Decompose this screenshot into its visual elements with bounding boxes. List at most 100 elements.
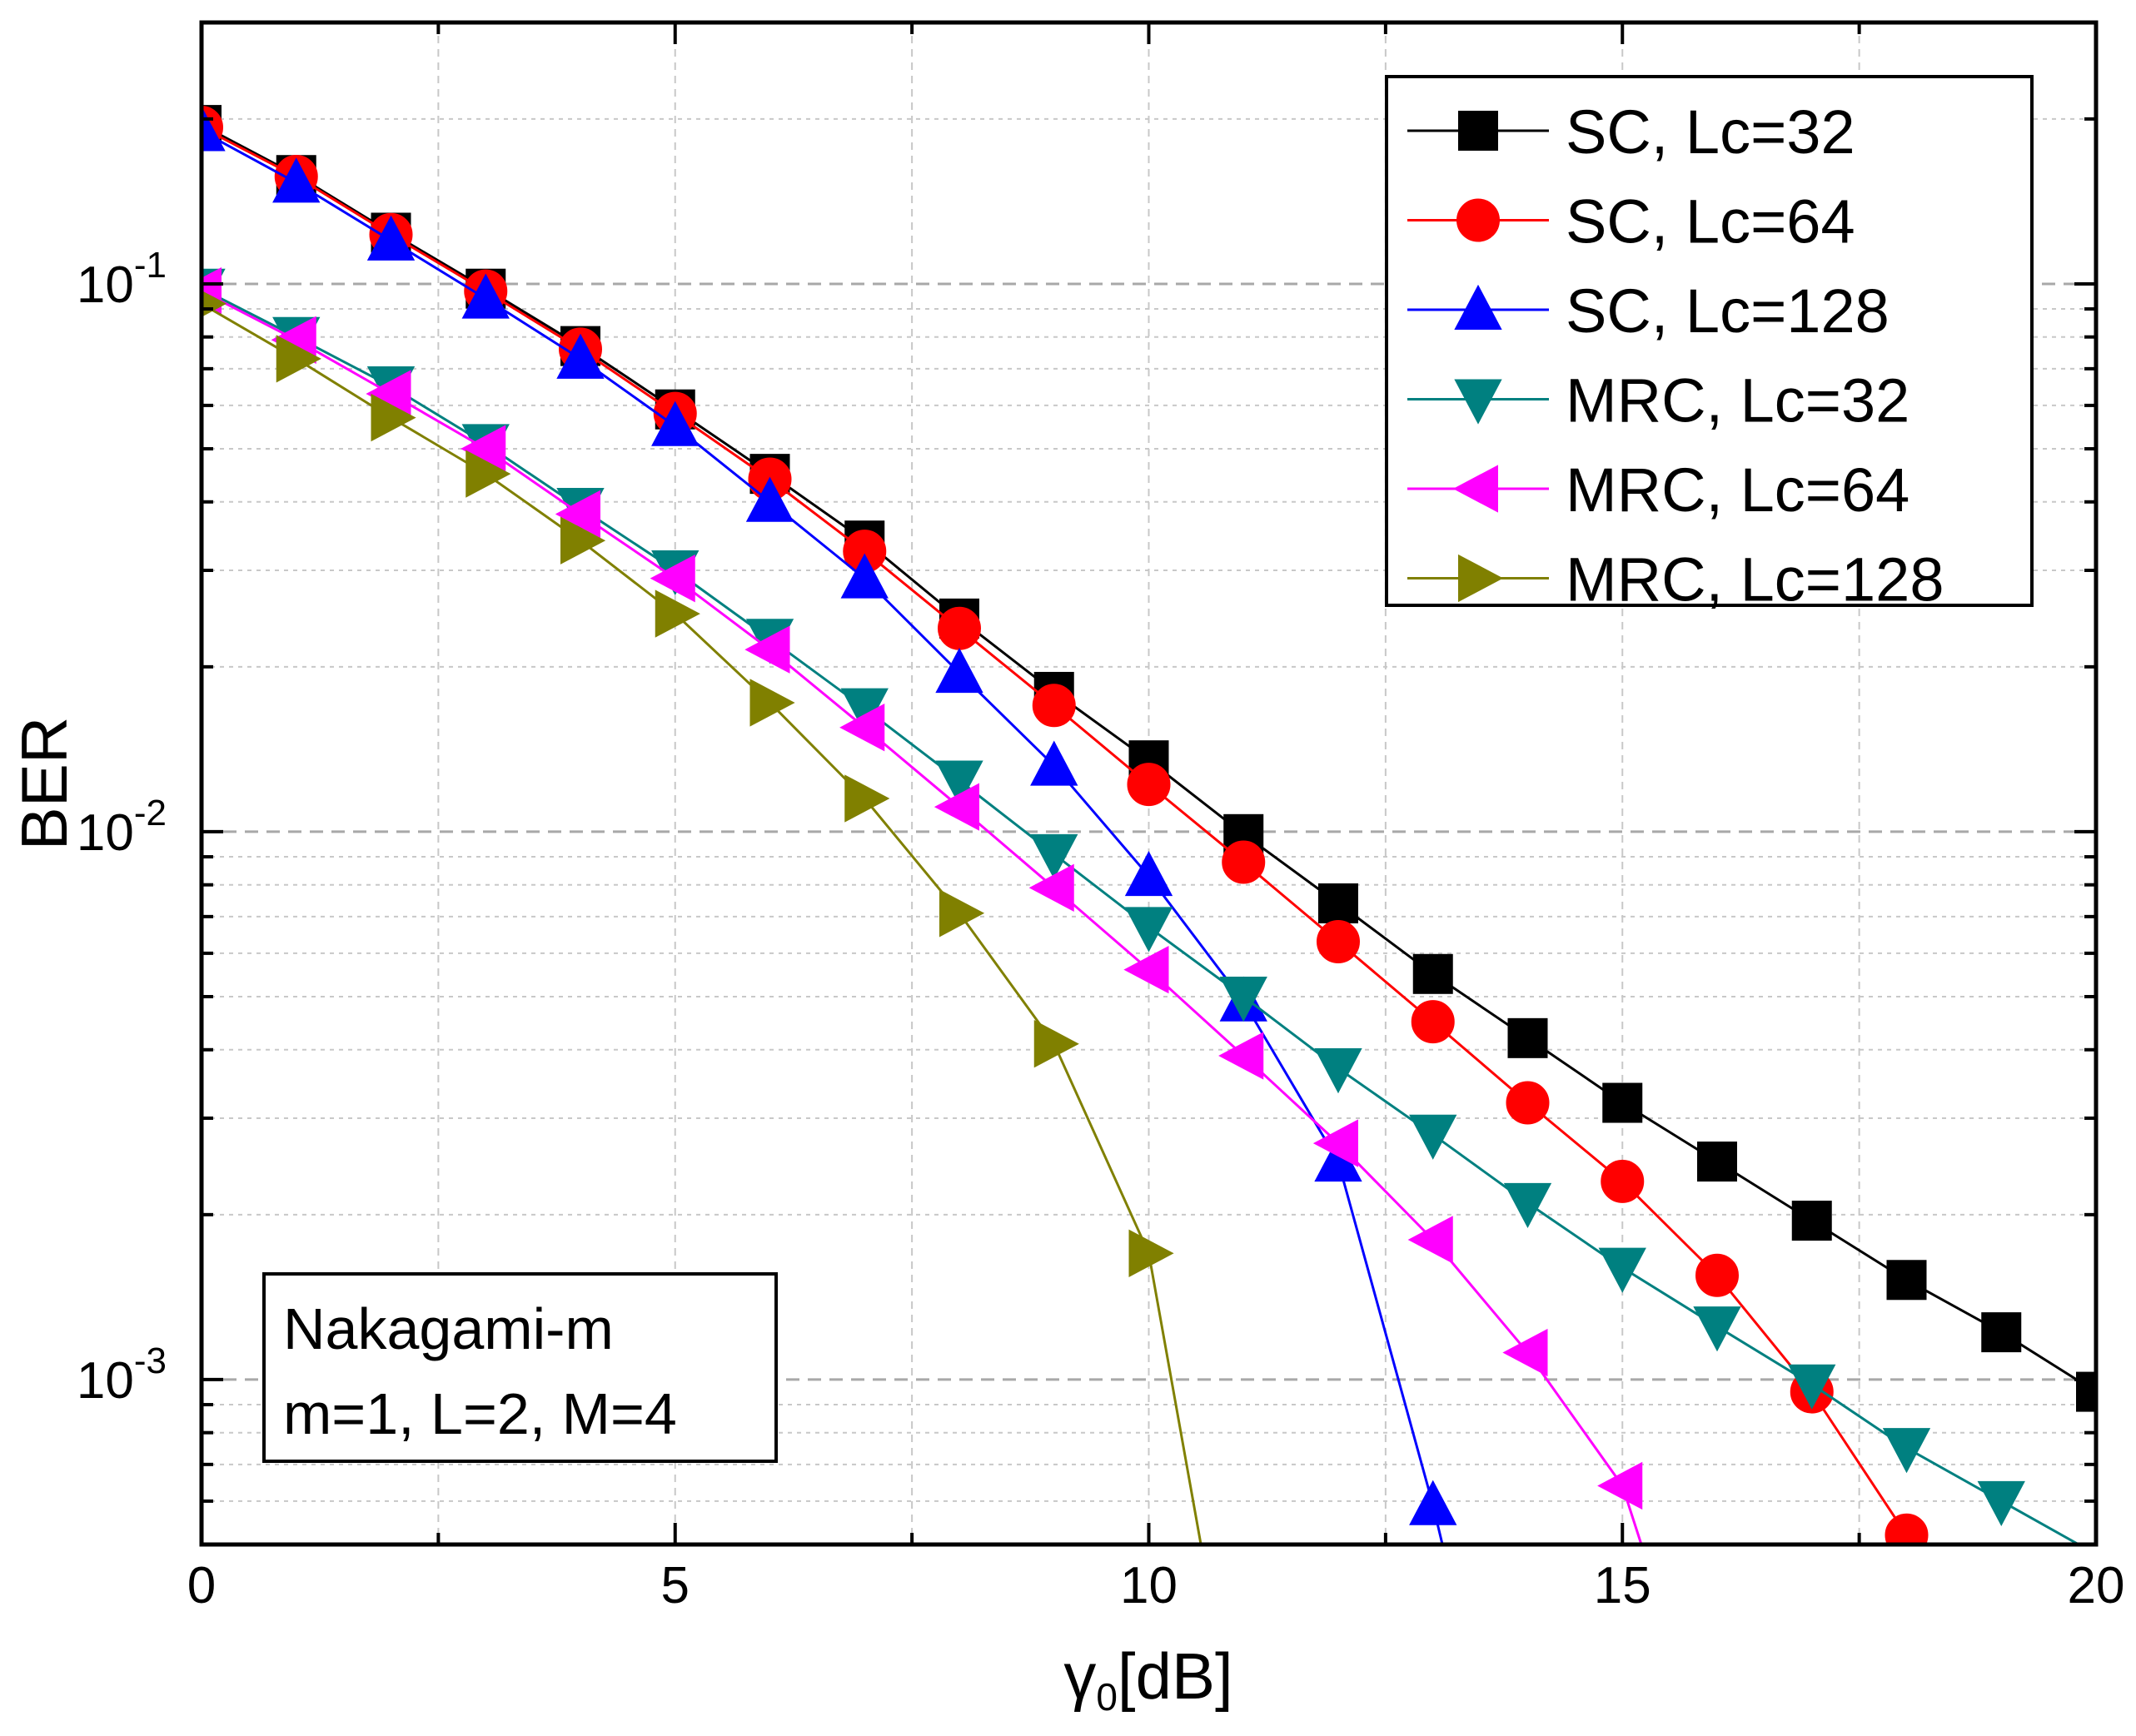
legend-item-2: SC, Lc=64 <box>1407 187 1855 256</box>
legend-marker <box>1454 379 1502 425</box>
data-point <box>1028 863 1074 912</box>
data-point <box>935 647 983 694</box>
data-point <box>1506 1081 1550 1125</box>
data-point <box>1218 1032 1264 1080</box>
data-point <box>1695 1253 1739 1297</box>
data-point <box>1791 1201 1832 1241</box>
legend-label: SC, Lc=128 <box>1566 276 1890 346</box>
data-point <box>745 476 794 522</box>
data-point <box>1788 1364 1836 1410</box>
legend-label: MRC, Lc=128 <box>1566 545 1944 614</box>
series-2 <box>202 106 1929 1544</box>
data-point <box>1598 1247 1646 1293</box>
data-point <box>839 704 885 752</box>
data-point <box>1317 919 1360 963</box>
data-point <box>1409 1480 1457 1525</box>
data-point <box>461 273 510 319</box>
data-point <box>1507 1017 1548 1058</box>
legend-box <box>1385 75 2034 607</box>
data-point <box>1503 1182 1552 1229</box>
data-point <box>276 335 321 383</box>
data-point <box>1219 977 1267 1022</box>
data-point <box>1030 740 1078 786</box>
data-point <box>466 450 511 498</box>
axis-ticks: 0 5 10 15 20 10-1 10-2 10-3 <box>77 21 2125 1614</box>
data-point <box>1222 840 1266 884</box>
data-point <box>934 783 979 831</box>
data-point <box>1886 1260 1927 1301</box>
data-point <box>1693 1306 1741 1352</box>
y-axis-title: BER <box>7 717 81 850</box>
data-point <box>1128 1229 1174 1277</box>
data-point <box>1407 1216 1453 1264</box>
annotation-line-2: m=1, L=2, M=4 <box>283 1381 677 1446</box>
data-point <box>749 679 795 727</box>
data-point <box>744 625 790 674</box>
data-point <box>1411 1000 1455 1044</box>
data-point <box>1977 1480 2025 1527</box>
legend-label: SC, Lc=64 <box>1566 187 1855 256</box>
legend-marker <box>1454 284 1502 330</box>
data-point <box>938 606 981 650</box>
y-tick-label: 10-1 <box>77 245 167 314</box>
x-tick-label: 15 <box>1594 1557 1651 1614</box>
data-point <box>1601 1159 1645 1203</box>
data-point <box>560 516 606 565</box>
data-point <box>1885 1513 1929 1544</box>
data-point <box>935 760 983 806</box>
legend-item-6: MRC, Lc=128 <box>1407 545 1944 614</box>
data-point <box>655 589 700 638</box>
series-3 <box>202 106 1457 1544</box>
legend-item-4: MRC, Lc=32 <box>1407 366 1909 435</box>
series-5 <box>202 266 1643 1544</box>
x-tick-label: 20 <box>2068 1557 2125 1614</box>
x-axis-title: γ0[dB] <box>1063 1639 1232 1719</box>
legend-marker <box>1458 554 1504 603</box>
data-point <box>1030 833 1078 880</box>
data-point <box>1124 851 1173 897</box>
legend-item-3: SC, Lc=128 <box>1407 276 1890 346</box>
data-point <box>1602 1082 1643 1123</box>
x-tick-label: 0 <box>187 1557 216 1614</box>
data-point <box>272 157 321 203</box>
data-point <box>2076 1371 2096 1412</box>
legend-marker <box>1458 111 1498 151</box>
legend-label: SC, Lc=32 <box>1566 97 1855 167</box>
legend: SC, Lc=32 SC, Lc=64 SC, Lc=128 MRC, Lc=32 MR… <box>1385 75 2034 614</box>
legend-marker <box>1452 465 1498 513</box>
data-point <box>202 106 226 152</box>
data-point <box>366 215 416 261</box>
data-point <box>1882 1428 1931 1474</box>
data-point <box>1314 1048 1362 1094</box>
data-point <box>1033 1020 1079 1068</box>
data-point <box>555 490 600 539</box>
data-point <box>939 889 985 938</box>
legend-marker <box>1456 198 1500 242</box>
x-tick-label: 10 <box>1120 1557 1178 1614</box>
data-point <box>844 774 890 823</box>
parameter-annotation: Nakagami-m m=1, L=2, M=4 <box>262 1272 778 1463</box>
data-point <box>1409 1114 1457 1160</box>
annotation-line-1: Nakagami-m <box>283 1296 614 1361</box>
series-4 <box>202 268 2082 1544</box>
data-point <box>1032 684 1076 728</box>
annotation-box <box>262 1272 778 1463</box>
data-point <box>1312 1119 1358 1167</box>
data-point <box>1597 1461 1643 1510</box>
data-point <box>1318 883 1358 923</box>
data-point <box>650 555 695 603</box>
data-point <box>1127 763 1171 807</box>
legend-label: MRC, Lc=64 <box>1566 455 1909 525</box>
data-point <box>1124 907 1173 953</box>
data-point <box>371 393 416 442</box>
series-layer <box>202 105 2096 1544</box>
data-point <box>556 333 605 379</box>
data-point <box>1412 953 1453 994</box>
data-point <box>1502 1328 1548 1377</box>
legend-item-1: SC, Lc=32 <box>1407 97 1855 167</box>
x-tick-label: 5 <box>661 1557 690 1614</box>
data-point <box>1981 1312 2022 1353</box>
y-tick-label: 10-2 <box>77 793 167 862</box>
legend-label: MRC, Lc=32 <box>1566 366 1909 435</box>
